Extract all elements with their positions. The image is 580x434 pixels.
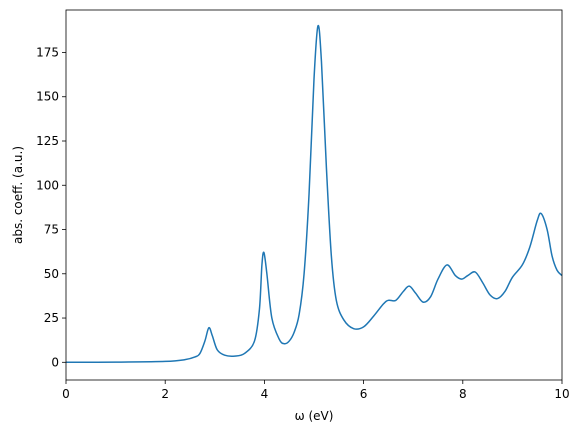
y-tick-label: 150 xyxy=(36,90,59,104)
y-tick-label: 0 xyxy=(51,355,59,369)
x-axis-label: ω (eV) xyxy=(295,409,334,423)
y-tick-label: 125 xyxy=(36,134,59,148)
x-tick-label: 8 xyxy=(459,387,467,401)
plot-frame xyxy=(65,9,563,381)
x-tick-label: 2 xyxy=(161,387,169,401)
y-tick-label: 50 xyxy=(44,267,59,281)
y-tick-label: 75 xyxy=(44,223,59,237)
line-series xyxy=(66,24,562,364)
y-tick-label: 175 xyxy=(36,45,59,59)
x-tick-label: 10 xyxy=(554,387,569,401)
x-tick-label: 4 xyxy=(261,387,269,401)
x-tick-label: 0 xyxy=(62,387,70,401)
y-tick-label: 25 xyxy=(44,311,59,325)
x-tick-label: 6 xyxy=(360,387,368,401)
y-tick-label: 100 xyxy=(36,178,59,192)
y-axis-label: abs. coeff. (a.u.) xyxy=(11,146,25,244)
